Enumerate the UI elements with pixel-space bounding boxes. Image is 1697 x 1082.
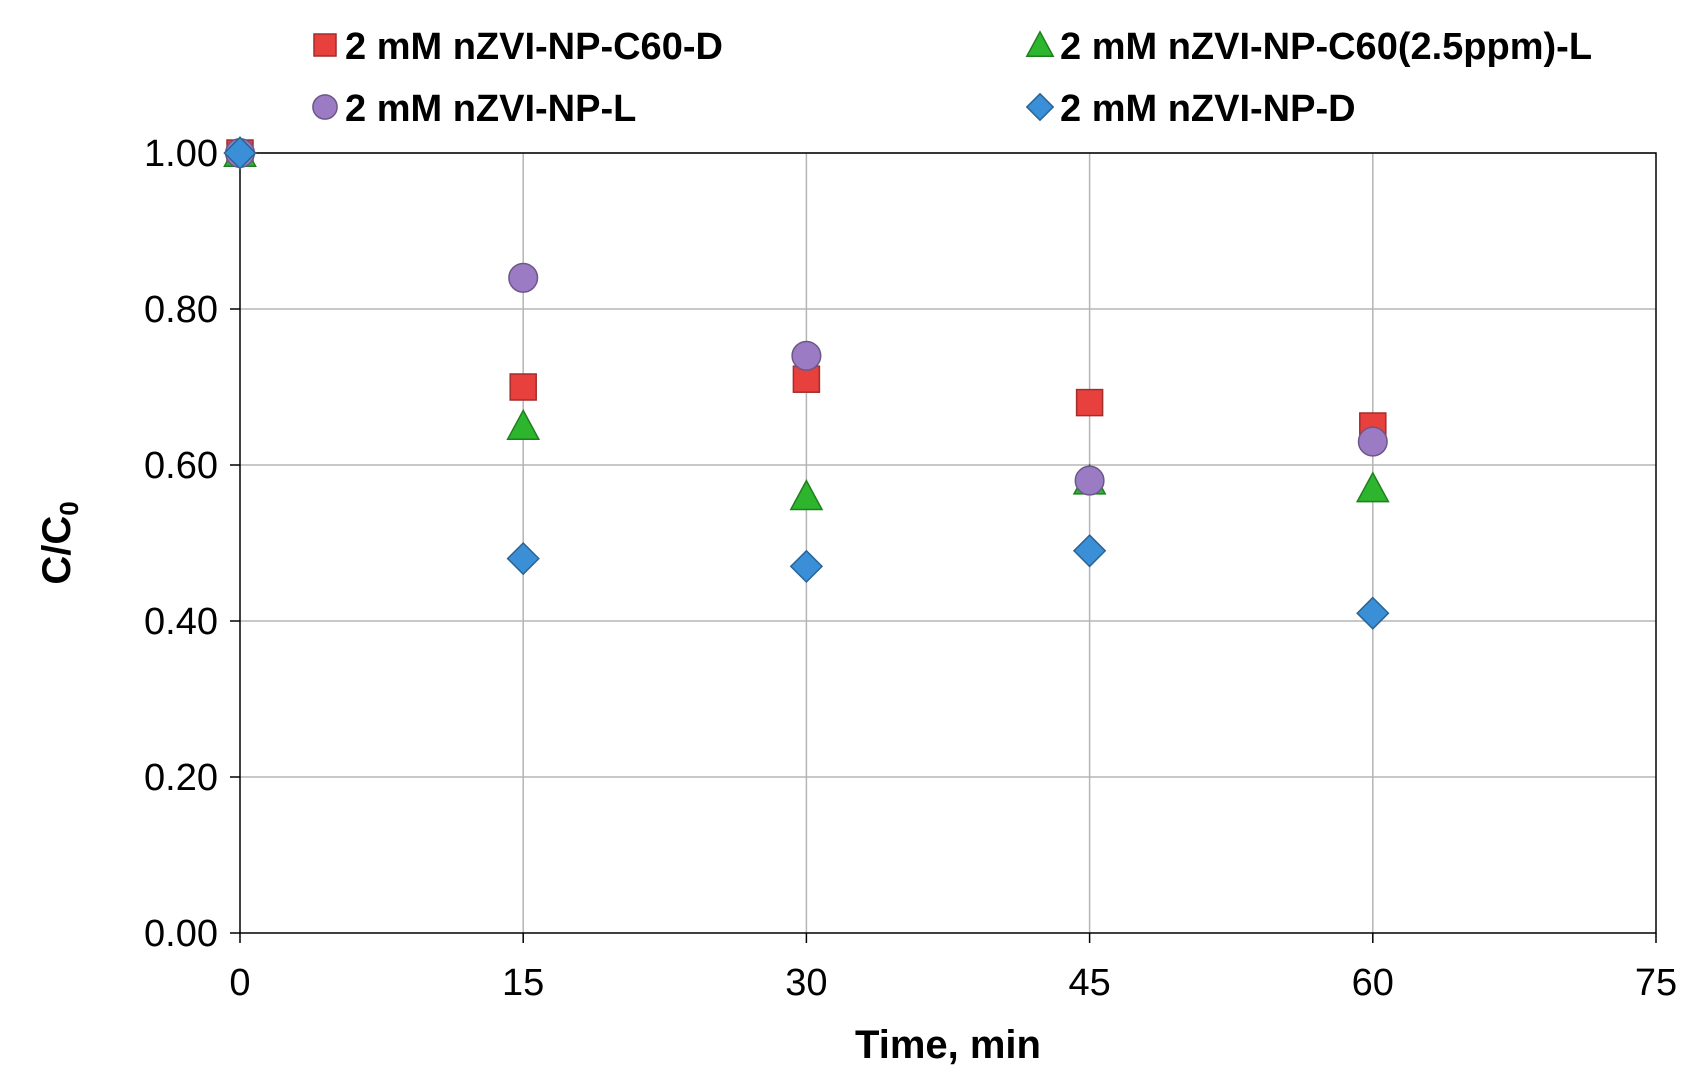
grid [240, 152, 1656, 933]
y-tick-label: 0.00 [144, 913, 218, 955]
legend: 2 mM nZVI-NP-C60-D 2 mM nZVI-NP-C60(2.5pp… [312, 26, 1592, 130]
2-mm-nzvi-np-d-point [223, 136, 257, 170]
2-mm-nzvi-np-d-point [1072, 534, 1107, 568]
axis-ticks: 0.00 0.20 0.40 0.60 0.80 1.00 0 15 30 45 60 75 [144, 133, 1677, 1004]
y-tick-label: 0.60 [144, 445, 218, 487]
x-tick-label: 30 [785, 962, 827, 1004]
2-mm-nzvi-np-l-point [1074, 465, 1105, 496]
2-mm-nzvi-np-c60-d-point [1075, 388, 1104, 417]
2-mm-nzvi-np-c60-2-5ppm-l-point [506, 408, 541, 441]
legend-marker-triangle [1025, 30, 1055, 57]
plot-area-border [239, 152, 1657, 934]
2-mm-nzvi-np-l-point [791, 340, 822, 371]
y-tick-label: 1.00 [144, 133, 218, 175]
y-tick-label: 0.80 [144, 289, 218, 331]
y-axis-title-subscript: 0 [54, 501, 84, 515]
legend-label: 2 mM nZVI-NP-C60(2.5ppm)-L [1060, 26, 1592, 68]
legend-entry-2-mm-nzvi-np-c60-2-5ppm-l: 2 mM nZVI-NP-C60(2.5ppm)-L [1025, 26, 1592, 68]
legend-label: 2 mM nZVI-NP-L [345, 88, 636, 130]
2-mm-nzvi-np-d-point [789, 549, 824, 584]
x-tick-label: 45 [1068, 962, 1110, 1004]
data-points [223, 135, 1390, 630]
2-mm-nzvi-np-d-point [506, 541, 540, 576]
legend-entry-2-mm-nzvi-np-d: 2 mM nZVI-NP-D [1025, 88, 1356, 130]
legend-marker-diamond [1025, 92, 1055, 122]
x-tick-label: 15 [502, 962, 544, 1004]
legend-marker-square [313, 33, 337, 57]
legend-label: 2 mM nZVI-NP-C60-D [345, 26, 723, 68]
legend-label: 2 mM nZVI-NP-D [1060, 88, 1356, 130]
y-tick-label: 0.20 [144, 757, 218, 799]
2-mm-nzvi-np-l-point [508, 262, 539, 293]
x-tick-label: 60 [1352, 962, 1394, 1004]
2-mm-nzvi-np-d-point [1356, 596, 1390, 630]
2-mm-nzvi-np-c60-2-5ppm-l-point [1355, 471, 1390, 503]
2-mm-nzvi-np-l-point [1357, 426, 1388, 457]
x-tick-label: 0 [229, 962, 250, 1004]
y-axis-title: C/C0 [35, 501, 84, 584]
x-tick-label: 75 [1635, 962, 1677, 1004]
2-mm-nzvi-np-c60-d-point [509, 373, 537, 401]
legend-entry-2-mm-nzvi-np-l: 2 mM nZVI-NP-L [312, 88, 636, 130]
y-tick-label: 0.40 [144, 601, 218, 643]
x-axis-title: Time, min [855, 1023, 1041, 1067]
2-mm-nzvi-np-c60-2-5ppm-l-point [789, 479, 824, 511]
legend-marker-circle [312, 94, 338, 120]
legend-entry-2-mm-nzvi-np-c60-d: 2 mM nZVI-NP-C60-D [313, 26, 723, 68]
